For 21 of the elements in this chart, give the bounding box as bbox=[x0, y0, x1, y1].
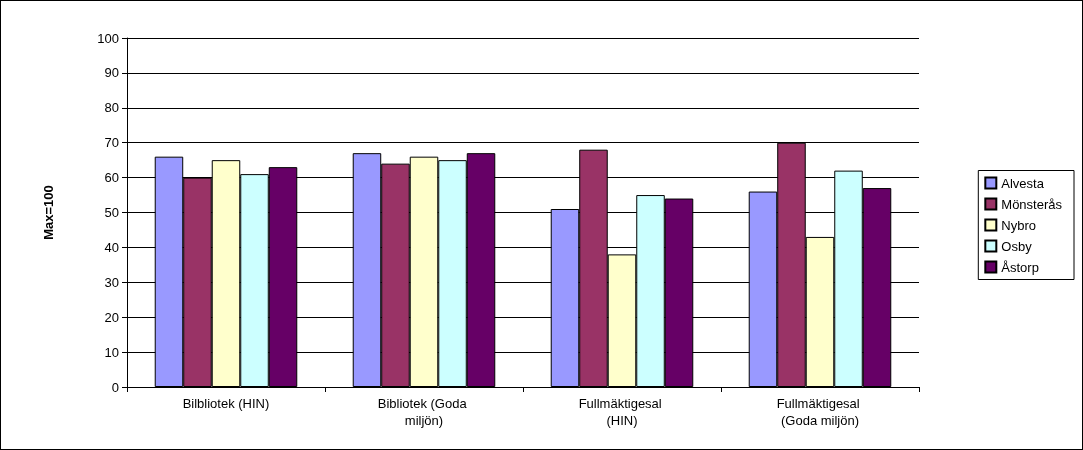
legend-label: Osby bbox=[1001, 238, 1033, 254]
y-tick-label: 90 bbox=[104, 65, 119, 81]
y-axis-title: Max=100 bbox=[41, 185, 56, 240]
y-tick-label: 0 bbox=[111, 379, 119, 395]
y-tick-label: 20 bbox=[104, 309, 119, 325]
y-tick-label: 70 bbox=[104, 135, 119, 151]
y-tick-label: 60 bbox=[104, 170, 119, 186]
y-tick-label: 10 bbox=[104, 344, 119, 360]
x-tick-label: Bilbliotek (HIN) bbox=[182, 396, 270, 411]
legend-label: Nybro bbox=[1001, 217, 1036, 233]
legend-label: Mönsterås bbox=[1001, 196, 1063, 212]
x-tick-label: Bibliotek (Goda miljön) bbox=[377, 396, 471, 428]
legend-label: Åstorp bbox=[1001, 259, 1039, 275]
x-tick-label: Fullmäktigesal (HIN) bbox=[578, 396, 666, 428]
y-tick-label: 80 bbox=[104, 100, 119, 116]
y-tick-label: 40 bbox=[104, 239, 119, 255]
legend-label: Alvesta bbox=[1001, 175, 1045, 191]
y-tick-label: 50 bbox=[104, 205, 119, 220]
y-tick-label: 100 bbox=[97, 30, 119, 46]
x-tick-label: Fullmäktigesal (Goda miljön) bbox=[776, 396, 864, 428]
y-tick-label: 30 bbox=[104, 274, 119, 290]
